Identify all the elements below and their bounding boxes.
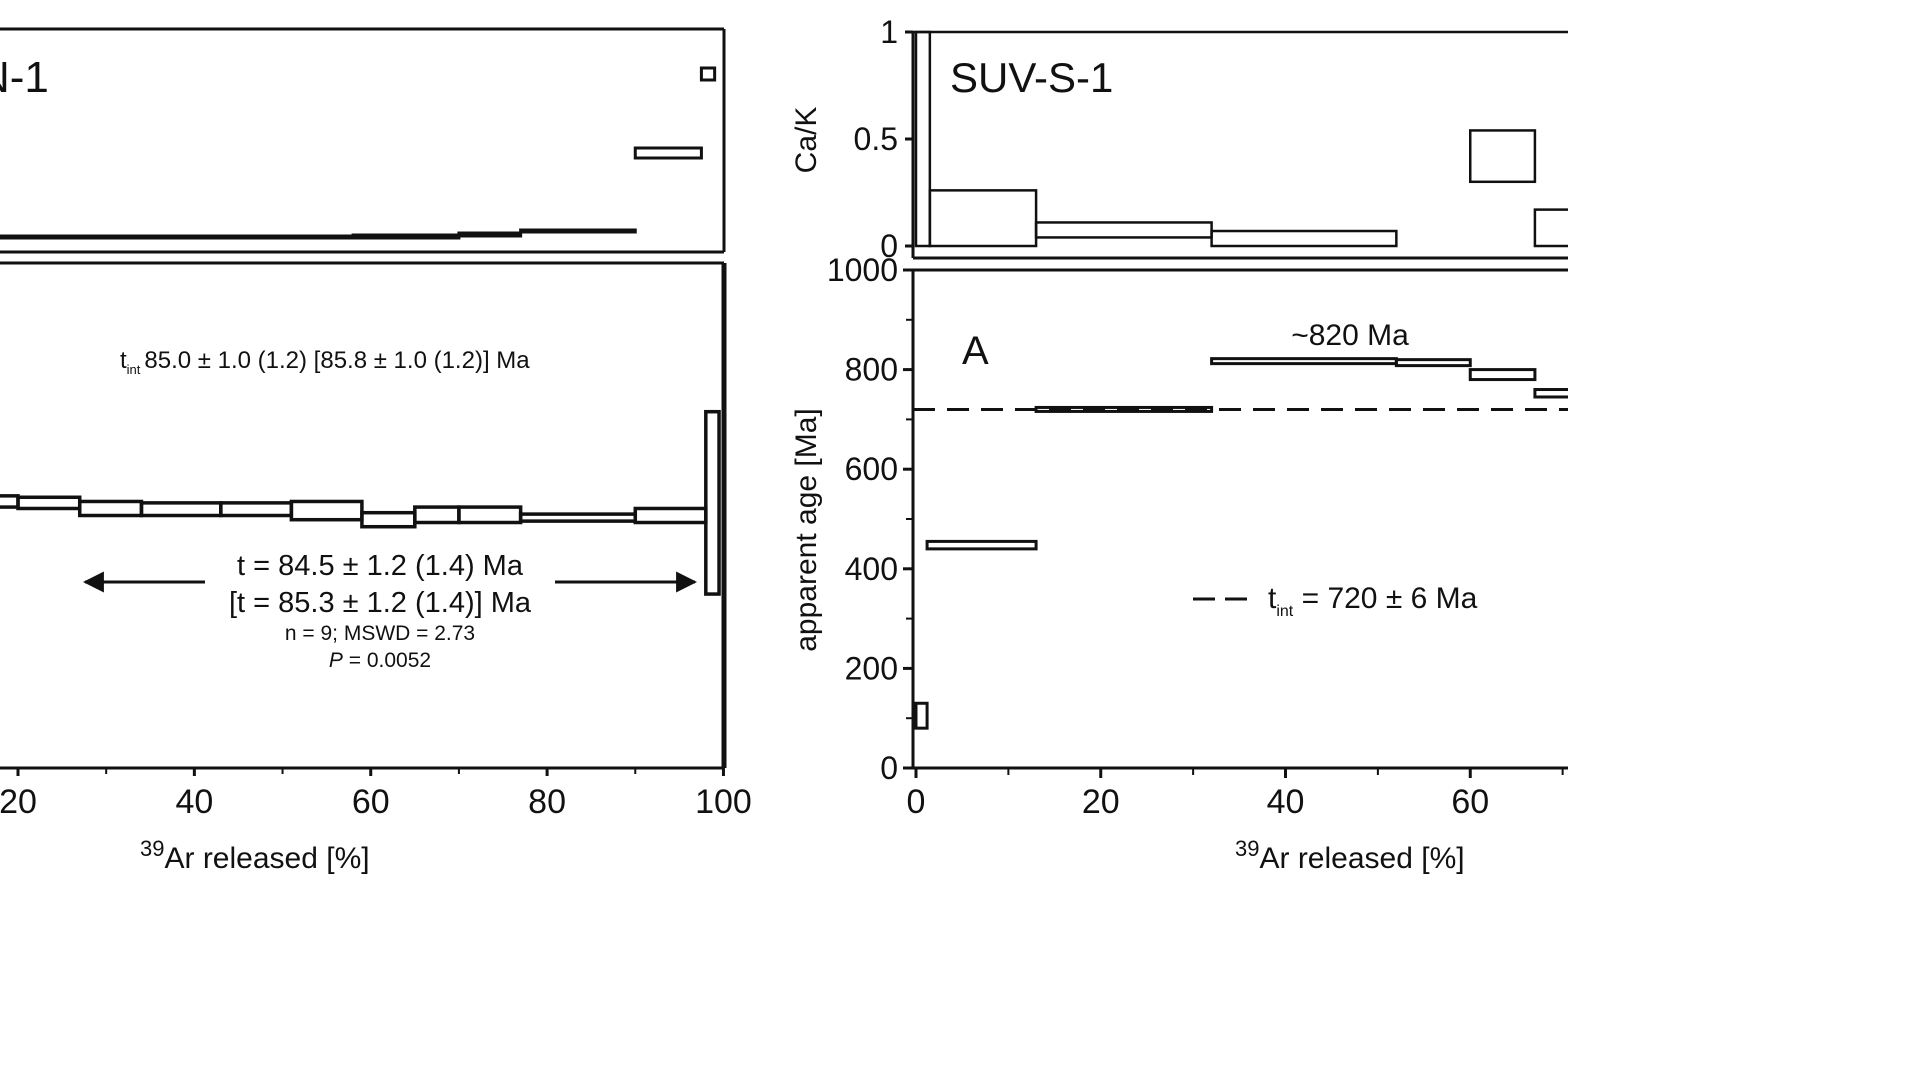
left-x-tick-label-3: 80	[528, 783, 566, 821]
right-ca-k-step-2	[1034, 221, 1213, 239]
left-ca-k-step-4	[457, 231, 523, 238]
right-bottom-y-tick-label-1: 800	[845, 352, 898, 388]
left-tint-value: 85.0 ± 1.0 (1.2) [85.8 ± 1.0 (1.2)] Ma	[144, 347, 530, 374]
left-age-step-4	[219, 501, 294, 518]
right-age-step-0	[914, 701, 929, 730]
left-ca-k-step-2	[131, 234, 355, 240]
right-ca-k-step-3	[1210, 229, 1398, 248]
left-x-label-main: Ar released [%]	[164, 842, 369, 875]
left-ca-k-step-6	[633, 146, 703, 160]
left-x-tick-label-2: 60	[352, 783, 390, 821]
right-tint-value: = 720 ± 6 Ma	[1293, 582, 1477, 615]
left-tint-subscript: int	[127, 362, 141, 377]
left-plateau-line1: t = 84.5 ± 1.2 (1.4) Ma	[237, 550, 524, 582]
left-tint-annotation: tint 85.0 ± 1.0 (1.2) [85.8 ± 1.0 (1.2)] …	[120, 347, 530, 377]
left-ca-k-step-5	[519, 228, 637, 234]
right-ca-k-step-4	[1469, 129, 1537, 184]
right-tint-subscript: int	[1276, 603, 1293, 620]
right-top-y-tick-label-1: 0.5	[854, 121, 898, 157]
right-top-y-label: Ca/K	[790, 107, 823, 174]
right-bottom-y-tick-label-2: 600	[845, 451, 898, 487]
left-ca-k-steps	[0, 66, 717, 240]
right-bottom-y-tick-label-0: 1000	[827, 252, 898, 288]
left-sample-label: N-1	[0, 53, 49, 102]
right-tint-legend-text: tint = 720 ± 6 Ma	[1268, 582, 1478, 620]
left-age-step-1	[16, 495, 82, 511]
right-top-y-tick-label-0: 1	[880, 14, 898, 50]
left-ca-k-step-3	[351, 233, 461, 240]
right-bottom-y-label: apparent age [Ma]	[790, 408, 823, 652]
left-x-axis-ticks: 20 40 60 80 100	[0, 768, 752, 821]
right-x-tick-label-0: 0	[907, 783, 926, 821]
left-age-step-3	[139, 501, 223, 518]
right-sub-label: A	[962, 329, 989, 373]
left-age-steps	[0, 409, 721, 596]
left-x-axis-label: 39Ar released [%]	[140, 836, 370, 875]
left-age-step-0	[0, 494, 20, 509]
left-plateau-line2: [t = 85.3 ± 1.2 (1.4)] Ma	[229, 587, 532, 619]
right-ca-k-step-1	[928, 189, 1038, 248]
right-bottom-y-tick-label-5: 0	[880, 750, 898, 786]
left-x-tick-label-4: 100	[695, 783, 752, 821]
right-ca-k-step-5	[1533, 208, 1568, 248]
right-sample-label: SUV-S-1	[950, 54, 1113, 101]
right-age-step-1	[925, 539, 1038, 551]
right-x-axis-label: 39Ar released [%]	[1235, 836, 1465, 875]
left-age-step-6	[360, 510, 417, 529]
left-age-step-7	[413, 505, 461, 525]
left-x-tick-label-0: 20	[0, 783, 37, 821]
right-x-tick-label-1: 20	[1082, 783, 1120, 821]
right-x-tick-label-3: 60	[1451, 783, 1489, 821]
left-p-symbol: P	[329, 649, 343, 672]
left-age-step-11	[704, 409, 721, 596]
left-ca-k-step-1	[0, 234, 135, 240]
right-x-tick-label-2: 40	[1267, 783, 1305, 821]
left-x-tick-label-1: 40	[175, 783, 213, 821]
left-age-step-10	[633, 506, 708, 525]
left-age-step-8	[457, 505, 523, 525]
left-p-value: P = 0.0052	[329, 649, 431, 672]
right-age-step-6	[1533, 388, 1568, 399]
right-age-step-5	[1468, 368, 1537, 382]
right-x-label-main: Ar released [%]	[1259, 842, 1464, 875]
right-tint-symbol: t	[1268, 582, 1277, 615]
right-bottom-y-axis-ticks: 1000 800 600 400 200 0	[827, 252, 913, 786]
right-plateau-annotation: ~820 Ma	[1291, 319, 1409, 352]
left-stats-line: n = 9; MSWD = 2.73	[285, 622, 475, 645]
right-bottom-y-tick-label-4: 200	[845, 650, 898, 686]
right-ca-k-steps	[914, 30, 1568, 248]
left-p-number: = 0.0052	[343, 649, 431, 672]
left-age-step-5	[289, 499, 364, 522]
left-ca-k-step-7	[699, 66, 717, 82]
right-top-y-tick-label-2: 0	[880, 228, 898, 264]
right-bottom-y-tick-label-3: 400	[845, 551, 898, 587]
right-age-step-4	[1394, 358, 1472, 368]
right-top-y-axis-ticks: 10.50	[854, 14, 913, 264]
right-x-label-superscript: 39	[1235, 836, 1259, 861]
left-tint-symbol: t	[120, 347, 127, 374]
right-age-steps	[914, 357, 1568, 730]
right-panel: SUV-S-1 Ca/K apparent age [Ma] A 10.50 1…	[790, 14, 1568, 875]
left-x-label-superscript: 39	[140, 836, 164, 861]
right-age-step-3	[1210, 357, 1398, 366]
right-ca-k-step-0	[914, 30, 932, 248]
left-age-step-2	[77, 499, 144, 518]
right-x-axis-ticks: 0 20 40 60	[907, 768, 1564, 821]
left-age-step-9	[518, 512, 638, 523]
